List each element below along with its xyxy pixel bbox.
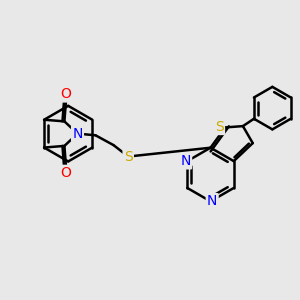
Text: N: N bbox=[72, 127, 83, 141]
Text: N: N bbox=[207, 194, 217, 208]
Text: O: O bbox=[61, 87, 71, 101]
Text: O: O bbox=[61, 166, 71, 180]
Text: S: S bbox=[124, 149, 133, 164]
Text: S: S bbox=[215, 120, 224, 134]
Text: N: N bbox=[181, 154, 191, 168]
